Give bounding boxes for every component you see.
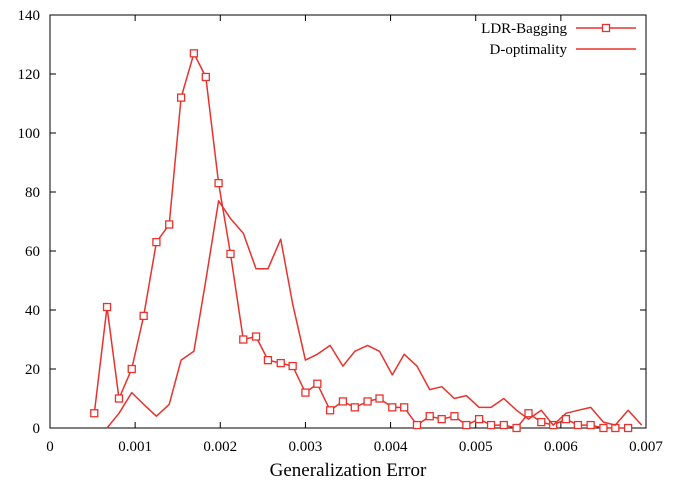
data-point-ldr-bagging [437,414,446,424]
data-point-ldr-bagging [276,358,285,368]
x-tick-label: 0.006 [544,439,578,455]
series-line-d-optimality [106,200,643,429]
y-tick-label: 80 [25,185,40,201]
data-point-ldr-bagging [338,397,348,406]
axis-ticks [49,14,647,429]
data-point-ldr-bagging [599,423,608,433]
data-point-ldr-bagging [350,403,359,412]
data-point-ldr-bagging [226,249,235,259]
y-tick-label: 100 [18,126,41,142]
data-point-ldr-bagging [474,414,484,424]
data-point-ldr-bagging [388,403,397,412]
data-point-ldr-bagging [288,361,297,371]
x-tick-label: 0.005 [459,439,493,455]
y-tick-label: 0 [33,421,41,437]
x-tick-label: 0.002 [203,439,237,455]
data-point-ldr-bagging [623,423,633,433]
y-tick-label: 120 [18,67,41,83]
legend-label-d-optimality: D-optimality [490,42,568,58]
data-point-ldr-bagging [375,394,384,403]
data-point-ldr-bagging [189,49,199,58]
legend-label-ldr-bagging: LDR-Bagging [481,21,567,37]
y-tick-label: 140 [18,8,41,24]
data-point-ldr-bagging [214,178,223,188]
y-tick-label: 20 [25,362,40,378]
data-point-ldr-bagging [537,417,546,427]
data-point-ldr-bagging [325,406,335,415]
data-point-ldr-bagging [499,420,508,430]
data-point-ldr-bagging [239,335,248,344]
data-point-ldr-bagging [363,397,372,406]
data-point-ldr-bagging [313,379,322,388]
x-tick-label: 0.007 [629,439,663,455]
series-layer [90,49,643,433]
y-tick-label: 40 [25,303,40,319]
data-point-ldr-bagging [114,394,124,403]
data-point-ldr-bagging [425,412,434,421]
data-point-ldr-bagging [412,420,422,430]
data-point-ldr-bagging [486,420,496,430]
data-point-ldr-bagging [573,420,583,430]
data-point-ldr-bagging [102,302,112,312]
axis-tick-labels: 0 0.001 0.002 0.003 0.004 0.005 0.006 0.007 0 20 4… [18,8,664,455]
data-point-ldr-bagging [450,412,459,421]
data-point-ldr-bagging [301,388,310,397]
data-point-ldr-bagging [201,72,210,82]
data-point-ldr-bagging [176,93,186,102]
x-axis-title: Generalization Error [270,460,427,481]
x-tick-label: 0.004 [374,439,408,455]
data-point-ldr-bagging [127,364,136,374]
plot-frame [49,14,647,429]
legend: LDR-Bagging D-optimality [481,21,636,58]
data-point-ldr-bagging [586,420,595,430]
data-point-ldr-bagging [139,311,148,321]
data-point-ldr-bagging [263,355,273,365]
data-point-ldr-bagging [512,423,521,433]
data-point-ldr-bagging [462,420,471,430]
series-line-ldr-bagging [93,52,629,429]
x-tick-label: 0 [46,439,54,455]
legend-marker-ldr-bagging [601,23,611,33]
data-point-ldr-bagging [561,414,571,424]
data-point-ldr-bagging [524,409,533,418]
data-point-ldr-bagging [251,332,261,341]
y-tick-label: 60 [25,244,40,260]
data-point-ldr-bagging [400,403,409,412]
x-tick-label: 0.001 [118,439,152,455]
data-point-ldr-bagging [90,409,99,418]
x-tick-label: 0.003 [289,439,323,455]
data-point-ldr-bagging [165,220,174,229]
data-point-ldr-bagging [152,237,161,247]
